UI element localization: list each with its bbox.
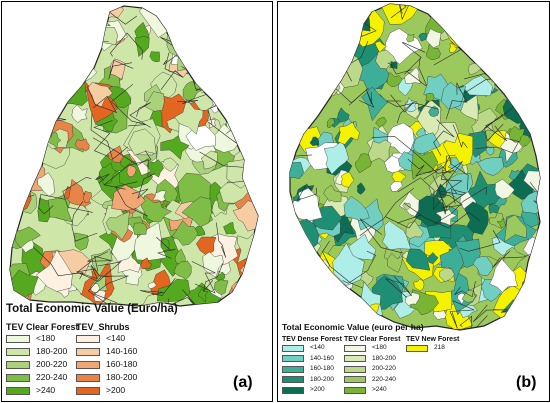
legend-heading-new-forest-b: TEV New Forest [406,336,460,343]
legend-title-b: Total Economic Value (euro per ha) [282,322,424,332]
legend-swatch [6,373,30,382]
legend-label: <140 [106,333,126,344]
legend-item: 218 [406,343,472,354]
legend-column-dense-forest-b: TEV Dense Forest <140 140-160 160-180 180-2… [282,336,348,396]
legend-column-shrubs-a: TEV_Shrubs <140 140-160 160-180 180-200 >200 [76,322,156,397]
legend-title-a: Total Economic Value (Euro/ha) [6,303,178,315]
legend-item: <180 [6,332,82,345]
legend-column-clear-forest-a: TEV Clear Forest <180 180-200 200-220 220-2… [6,322,82,397]
legend-swatch [76,334,100,343]
legend-item: 220-240 [6,371,82,384]
legend-label: 140-160 [106,346,138,357]
legend-label: 160-180 [106,359,138,370]
legend-swatch [6,347,30,356]
legend-label: 218 [434,344,445,351]
map-b-region [289,3,541,331]
legend-swatch [282,386,304,394]
legend-heading-dense-forest-b: TEV Dense Forest [282,336,342,343]
legend-column-clear-forest-b: TEV Clear Forest <180 180-200 200-220 220-2… [344,336,410,396]
legend-swatch [76,373,100,382]
legend-item: >200 [76,384,156,397]
map-panel-b: Total Economic Value (euro per ha) TEV D… [277,1,550,402]
legend-label: >240 [36,385,56,396]
legend-label: <180 [372,344,387,351]
legend-heading-clear-forest-a: TEV Clear Forest [6,322,79,332]
legend-item: 180-200 [6,345,82,358]
legend-item: <140 [282,343,348,354]
legend-label: >200 [106,385,126,396]
legend-label: >200 [310,386,325,393]
legend-item: 180-200 [282,375,348,386]
legend-swatch [344,386,366,394]
legend-label: 220-240 [36,372,68,383]
legend-swatch [282,355,304,363]
legend-swatch [344,355,366,363]
legend-label: 140-160 [310,354,334,362]
legend-item: 140-160 [76,345,156,358]
legend-item: 160-180 [76,358,156,371]
legend-label: >240 [372,386,387,393]
legend-swatch [282,344,304,352]
legend-heading-clear-forest-b: TEV Clear Forest [344,336,401,343]
legend-swatch [282,365,304,373]
map-panel-a: Total Economic Value (Euro/ha) TEV Clear… [1,1,273,402]
legend-swatch [6,360,30,369]
legend-swatch [76,347,100,356]
legend-item: 220-240 [344,375,410,386]
legend-column-new-forest-b: TEV New Forest 218 [406,336,472,354]
legend-swatch [76,360,100,369]
legend-swatch [6,386,30,395]
legend-label: <140 [310,344,325,351]
legend-label: 200-220 [36,359,68,370]
legend-heading-shrubs-a: TEV_Shrubs [76,322,130,332]
legend-item: 180-200 [344,354,410,365]
panel-label-a: (a) [233,374,253,391]
legend-item: 200-220 [6,358,82,371]
legend-item: 140-160 [282,354,348,365]
legend-item: >240 [344,385,410,396]
legend-item: >240 [6,384,82,397]
legend-item: >200 [282,385,348,396]
legend-swatch [344,376,366,384]
legend-label: 180-200 [310,375,334,383]
legend-item: <180 [344,343,410,354]
map-a-region [9,5,259,307]
legend-swatch [282,376,304,384]
legend-item: 180-200 [76,371,156,384]
legend-label: <180 [36,333,56,344]
legend-swatch [344,344,366,352]
legend-swatch [344,365,366,373]
legend-label: 180-200 [36,346,68,357]
legend-swatch [406,344,428,352]
legend-label: 180-200 [106,372,138,383]
panel-label-b: (b) [516,374,537,391]
legend-swatch [6,334,30,343]
legend-label: 200-220 [372,365,396,372]
legend-item: <140 [76,332,156,345]
legend-swatch [76,386,100,395]
legend-label: 220-240 [372,375,396,383]
legend-item: 200-220 [344,364,410,375]
legend-label: 160-180 [310,365,334,372]
legend-item: 160-180 [282,364,348,375]
legend-label: 180-200 [372,354,396,362]
